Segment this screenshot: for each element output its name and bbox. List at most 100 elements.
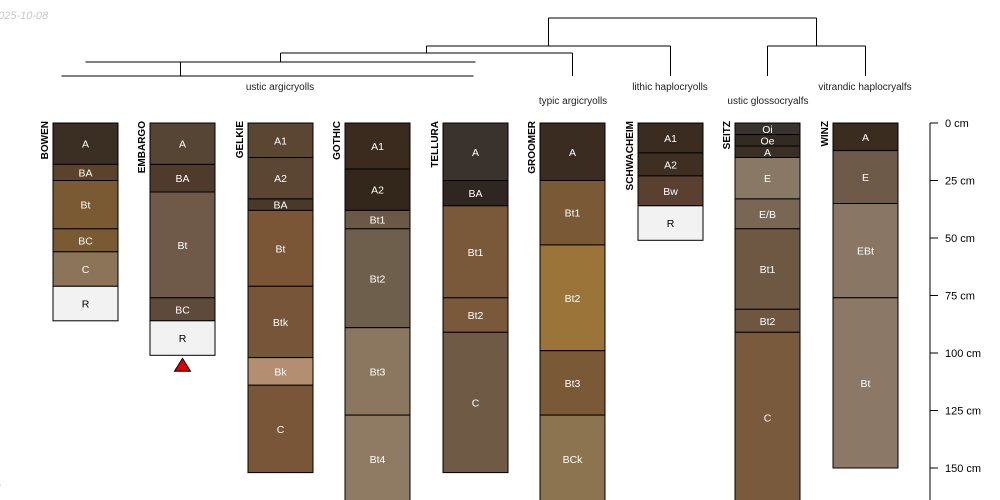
profile-winz: A E EBt Bt WINZ xyxy=(820,121,899,469)
horizon-ebt xyxy=(832,203,899,299)
horizon-label: Btk xyxy=(273,317,289,329)
axis-tick-label: 25 cm xyxy=(945,176,975,188)
horizon-r xyxy=(52,285,119,322)
horizon-label: A2 xyxy=(274,173,287,185)
profiles: A BA Bt BC C R BOWEN A BA Bt BC R EMBARGO A1 A2 BA Bt Btk… xyxy=(40,120,899,500)
profile-name: EMBARGO xyxy=(137,121,148,173)
horizon-e/b xyxy=(734,198,801,230)
horizon-bt2 xyxy=(539,244,606,352)
horizon-label: Bt2 xyxy=(468,310,484,322)
horizon-label: A2 xyxy=(664,159,677,171)
horizon-bt xyxy=(832,297,899,469)
horizon-label: C xyxy=(764,412,772,424)
horizon-label: Bt xyxy=(276,243,286,255)
horizon-label: EBt xyxy=(857,246,874,258)
truncation-marker xyxy=(173,357,192,372)
group-label: ustic argicryolls xyxy=(246,82,314,93)
horizon-label: BA xyxy=(468,188,482,200)
horizon-label: C xyxy=(82,264,90,276)
horizon-label: BA xyxy=(175,173,189,185)
horizon-label: A1 xyxy=(274,135,287,147)
horizon-a xyxy=(442,122,509,181)
dendrogram-node xyxy=(426,45,671,76)
horizon-a xyxy=(539,122,606,181)
horizon-label: A1 xyxy=(664,133,677,145)
horizon-label: A xyxy=(82,139,89,151)
group-label: typic argicryolls xyxy=(539,96,607,107)
horizon-label: Bt3 xyxy=(565,378,581,390)
horizon-label: R xyxy=(179,333,187,345)
horizon-bt3 xyxy=(344,327,411,416)
horizon-a1 xyxy=(247,122,314,158)
horizon-bt xyxy=(52,180,119,230)
horizon-label: C xyxy=(277,424,285,436)
axis-tick-label: 125 cm xyxy=(945,406,981,418)
horizon-bt2 xyxy=(442,297,509,333)
horizon-c xyxy=(247,384,314,474)
axis-tick-label: 75 cm xyxy=(945,291,975,303)
horizon-label: Bt1 xyxy=(370,215,386,227)
dendrogram xyxy=(61,17,866,77)
horizon-label: A1 xyxy=(371,141,384,153)
horizon-label: BCk xyxy=(563,454,584,466)
profile-name: SCHWACHEIM xyxy=(625,121,636,190)
profile-schwacheim: A1 A2 Bw R SCHWACHEIM xyxy=(625,121,704,241)
depth-axis: 0 cm 25 cm 50 cm 75 cm 100 cm 125 cm 150 cm xyxy=(929,118,981,500)
horizon-c xyxy=(52,251,119,287)
horizon-c xyxy=(442,331,509,474)
profile-name: WINZ xyxy=(820,121,831,147)
horizon-label: Bt xyxy=(178,240,188,252)
horizon-bck xyxy=(539,414,606,500)
horizon-bt4 xyxy=(344,414,411,500)
horizon-label: BA xyxy=(78,167,92,179)
horizon-label: Bt1 xyxy=(468,247,484,259)
horizon-a xyxy=(149,122,216,165)
horizon-e xyxy=(832,150,899,205)
horizon-label: Bt3 xyxy=(370,366,386,378)
horizon-label: Bt2 xyxy=(370,273,386,285)
horizon-a1 xyxy=(637,122,704,154)
horizon-label: BC xyxy=(78,235,93,247)
horizon-label: BC xyxy=(175,304,190,316)
dendrogram-node xyxy=(548,17,817,46)
horizon-bt3 xyxy=(539,350,606,416)
horizon-a1 xyxy=(344,122,411,170)
horizon-a2 xyxy=(247,157,314,200)
horizon-a xyxy=(52,122,119,165)
horizon-label: Bw xyxy=(663,186,678,198)
horizon-label: R xyxy=(82,299,90,311)
horizon-label: A xyxy=(179,139,186,151)
horizon-label: A2 xyxy=(371,185,384,197)
horizon-label: C xyxy=(472,397,480,409)
horizon-label: Oi xyxy=(762,124,773,136)
horizon-label: A xyxy=(764,147,771,159)
profile-name: TELLURA xyxy=(430,121,441,168)
axis-tick-label: 0 cm xyxy=(945,118,969,130)
horizon-label: Bt4 xyxy=(370,454,386,466)
horizon-bt2 xyxy=(344,228,411,329)
horizon-label: Bt1 xyxy=(760,264,776,276)
profile-groomer: A Bt1 Bt2 Bt3 BCk GROOMER xyxy=(527,120,606,500)
axis-tick-label: 150 cm xyxy=(945,463,981,475)
profile-name: GOTHIC xyxy=(332,121,343,160)
profile-embargo: A BA Bt BC R EMBARGO xyxy=(137,121,216,372)
group-labels: ustic argicryolls typic argicryolls lithic… xyxy=(246,82,912,107)
profile-name: SEITZ xyxy=(722,121,733,149)
profile-name: GROOMER xyxy=(527,120,538,174)
horizon-label: Bt2 xyxy=(760,316,776,328)
group-label: ustic glossocryalfs xyxy=(727,96,808,107)
horizon-label: Bk xyxy=(274,366,287,378)
horizon-btk xyxy=(247,285,314,359)
horizon-label: Bt xyxy=(81,200,91,212)
dendrogram-node xyxy=(767,45,866,76)
date-stamp: 2025-10-08 xyxy=(0,10,49,22)
corner-mark: l xyxy=(0,483,1,495)
horizon-label: A xyxy=(472,147,479,159)
horizon-r xyxy=(149,320,216,356)
group-label: lithic haplocryolls xyxy=(632,82,708,93)
axis-tick-label: 100 cm xyxy=(945,348,981,360)
dendrogram-node xyxy=(280,52,573,76)
axis-tick-label: 50 cm xyxy=(945,233,975,245)
horizon-label: Bt2 xyxy=(565,293,581,305)
horizon-bt xyxy=(247,209,314,287)
